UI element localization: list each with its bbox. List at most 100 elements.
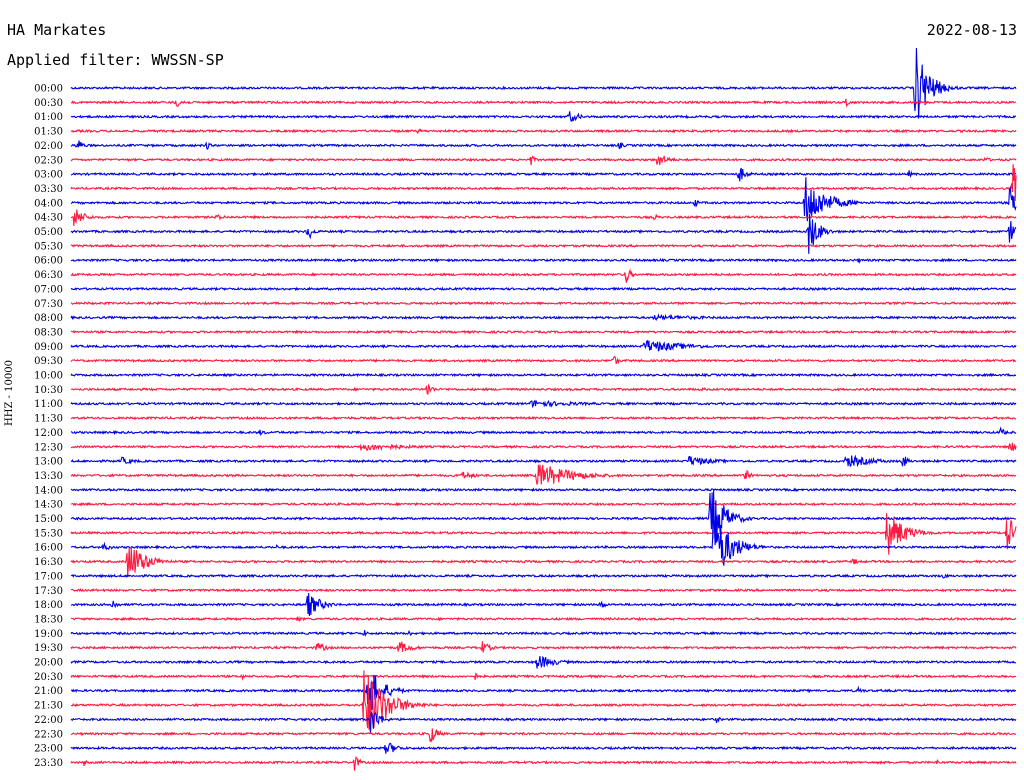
row-time-label: 02:30 [34,155,63,166]
row-time-label: 20:30 [34,672,63,683]
row-time-label: 03:00 [34,170,63,181]
trace-row [70,243,1017,249]
row-time-label: 07:00 [34,284,63,295]
trace-row [70,268,1017,283]
trace-row [70,454,1017,468]
trace-row [70,573,1017,579]
trace-row [71,674,1016,711]
trace-row [70,155,1017,166]
trace-row [70,140,1017,150]
trace-row [70,47,1017,119]
row-time-label: 16:30 [34,557,63,568]
row-time-label: 08:30 [34,327,63,338]
row-time-label: 10:00 [34,371,63,382]
trace-row [70,329,1017,335]
row-time-label: 17:30 [34,586,63,597]
trace-row [70,399,1017,409]
trace-row [70,640,1017,653]
row-time-label: 13:00 [34,457,63,468]
trace-row [70,442,1017,452]
trace-row [70,257,1017,264]
trace-row [70,670,1017,735]
row-time-label: 12:00 [34,428,63,439]
trace-row [70,313,1017,322]
row-time-label: 06:00 [34,256,63,267]
trace-row [70,728,1017,743]
row-time-label: 03:30 [34,184,63,195]
row-time-label: 23:30 [34,758,63,769]
trace-row [70,672,1017,681]
row-time-label: 06:30 [34,270,63,281]
trace-row [71,209,1017,226]
trace-row [70,513,1017,555]
trace-row [70,489,1017,546]
row-time-label: 04:30 [34,213,63,224]
row-time-label: 22:00 [34,715,63,726]
row-time-label: 21:30 [34,701,63,712]
row-time-label: 20:00 [34,658,63,669]
trace-row [71,501,1017,507]
row-time-label: 11:00 [34,399,63,410]
row-time-label: 21:00 [34,686,63,697]
trace-row [70,286,1017,292]
row-time-label: 18:00 [34,600,63,611]
filter-label: Applied filter: WWSSN-SP [7,51,224,69]
trace-row [70,655,1017,669]
row-time-label: 04:00 [34,198,63,209]
trace-row [70,487,1017,493]
trace-row [70,355,1017,365]
row-time-label: 18:30 [34,614,63,625]
row-time-label: 10:30 [34,385,63,396]
trace-row [70,167,1017,182]
row-time-label: 15:00 [34,514,63,525]
row-time-label: 12:30 [34,442,63,453]
row-time-label: 09:30 [34,356,63,367]
trace-row [70,128,1017,135]
trace-row [70,547,1017,578]
trace-row [70,372,1017,378]
row-time-label: 17:00 [34,571,63,582]
row-time-label: 11:30 [34,414,63,425]
trace-row [70,629,1017,637]
trace-row [70,111,1017,122]
row-time-label: 01:00 [34,112,63,123]
row-time-label: 00:00 [34,84,63,95]
station-title: HA Markates [7,21,107,39]
trace-row [70,177,1017,222]
trace-row [70,515,1017,566]
row-time-label: 00:30 [34,98,63,109]
row-time-label: 16:00 [34,543,63,554]
row-time-label: 07:30 [34,299,63,310]
trace-row [70,415,1017,421]
row-time-label: 14:00 [34,485,63,496]
row-time-label: 01:30 [34,127,63,138]
row-time-label: 05:00 [34,227,63,238]
row-time-label: 02:00 [34,141,63,152]
trace-row [71,587,1017,593]
trace-row [70,98,1017,108]
trace-row [70,300,1017,306]
row-time-label: 05:30 [34,241,63,252]
trace-row [70,756,1017,771]
row-time-label: 13:30 [34,471,63,482]
row-time-label: 19:30 [34,643,63,654]
date-label: 2022-08-13 [926,21,1017,39]
trace-row [70,339,1017,352]
row-time-label: 19:00 [34,629,63,640]
trace-row [70,164,1017,201]
trace-row [70,593,1017,617]
trace-row [70,742,1017,754]
trace-row [70,426,1017,437]
row-time-label: 14:30 [34,500,63,511]
row-time-label: 15:30 [34,528,63,539]
trace-row [70,383,1017,396]
row-time-label: 08:00 [34,313,63,324]
trace-row [70,213,1017,254]
trace-row [70,616,1017,623]
row-time-label: 22:30 [34,729,63,740]
row-time-label: 09:00 [34,342,63,353]
row-time-label: 23:00 [34,744,63,755]
trace-row [70,464,1017,485]
trace-row [70,711,1017,733]
